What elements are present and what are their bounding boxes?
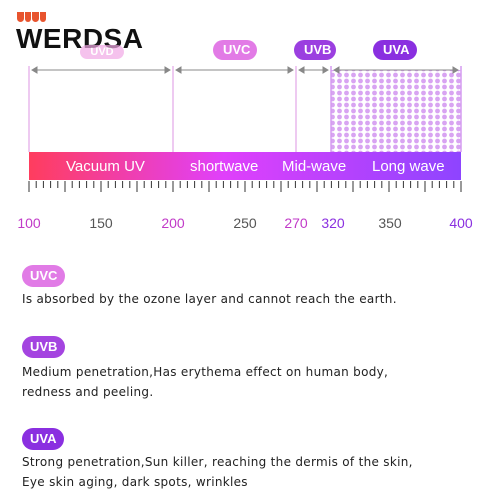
band-label-long-wave: Long wave — [372, 158, 445, 175]
uvc-range-pill: UVC — [213, 40, 257, 60]
axis-tick-label: 100 — [17, 215, 41, 231]
uv-spectrum-diagram — [28, 66, 462, 192]
uva-range-pill: UVA — [373, 40, 417, 60]
uva-hex-texture — [331, 70, 461, 152]
uvb-description-line2: redness and peeling. — [22, 385, 154, 399]
axis-tick-label: 270 — [284, 215, 308, 231]
uva-description-line2: Eye skin aging, dark spots, wrinkles — [22, 475, 248, 489]
axis-tick-label: 400 — [449, 215, 473, 231]
band-label-mid-wave: Mid-wave — [282, 158, 347, 175]
uva-description-line1: Strong penetration,Sun killer, reaching … — [22, 455, 413, 469]
uva-tag: UVA — [22, 428, 65, 450]
spectrum-band — [29, 152, 461, 180]
uvc-description: Is absorbed by the ozone layer and canno… — [22, 292, 397, 306]
uvb-range-pill: UVB — [294, 40, 336, 60]
range-arrows — [31, 66, 459, 74]
axis-tick-label: 250 — [233, 215, 257, 231]
uvb-description-line1: Medium penetration,Has erythema effect o… — [22, 365, 389, 379]
uvd-pill-partial: UVD — [80, 45, 124, 59]
band-label-vacuum-uv: Vacuum UV — [66, 158, 145, 175]
axis-tick-label: 150 — [89, 215, 113, 231]
band-label-shortwave: shortwave — [190, 158, 259, 175]
uvc-tag: UVC — [22, 265, 66, 287]
ruler-ticks — [28, 181, 462, 192]
axis-tick-label: 350 — [378, 215, 402, 231]
uvb-tag: UVB — [22, 336, 66, 358]
awning-icon — [17, 12, 47, 22]
axis-tick-label: 320 — [321, 215, 345, 231]
axis-tick-label: 200 — [161, 215, 185, 231]
